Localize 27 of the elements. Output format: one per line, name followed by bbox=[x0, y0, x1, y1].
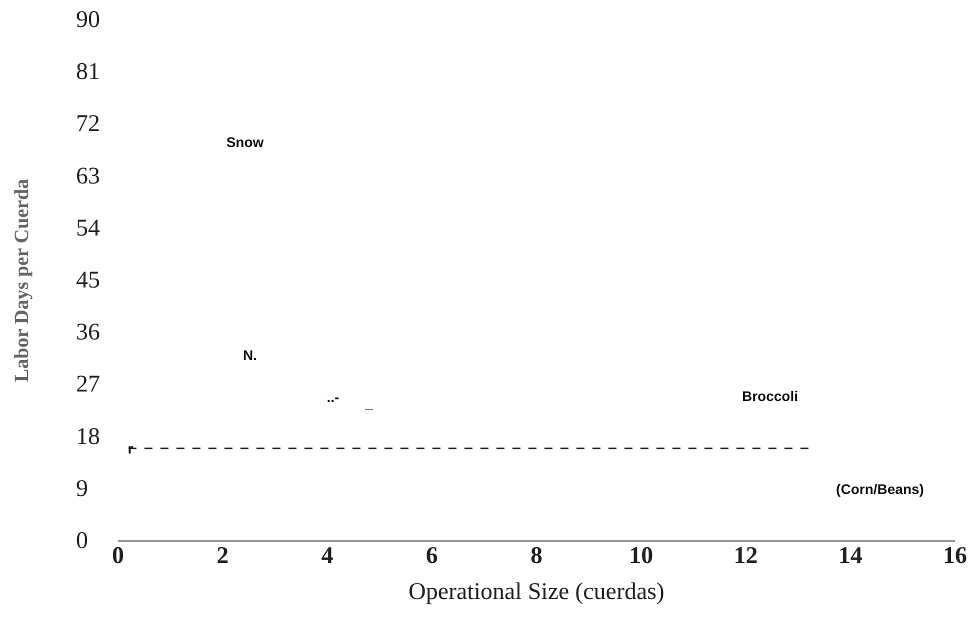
y-tick-label: 9 bbox=[76, 476, 88, 502]
x-tick-label: 0 bbox=[112, 543, 124, 569]
annotation: (Corn/Beans) bbox=[836, 481, 924, 497]
y-tick-label: 18 bbox=[76, 424, 100, 450]
y-axis-title: Labor Days per Cuerda bbox=[11, 178, 33, 382]
y-tick-label: 54 bbox=[76, 215, 100, 242]
x-tick-label: 12 bbox=[734, 543, 758, 569]
y-tick-label: 63 bbox=[76, 163, 100, 190]
annotation: N. bbox=[243, 347, 257, 363]
annotation: _ bbox=[364, 395, 374, 411]
y-tick-label: 72 bbox=[76, 111, 100, 138]
y-tick-label: 81 bbox=[76, 59, 100, 86]
x-tick-label: 6 bbox=[426, 543, 438, 569]
x-tick-label: 10 bbox=[629, 543, 654, 569]
y-tick-label: 27 bbox=[76, 372, 100, 398]
x-axis-title: Operational Size (cuerdas) bbox=[408, 579, 664, 605]
x-tick-label: 14 bbox=[838, 543, 862, 569]
y-tick-label: 90 bbox=[76, 7, 100, 33]
y-tick-label: 45 bbox=[76, 268, 100, 294]
x-tick-label: 16 bbox=[943, 543, 967, 569]
annotation: ..- bbox=[326, 389, 340, 405]
annotation: Broccoli bbox=[742, 388, 798, 404]
x-tick-label: 4 bbox=[321, 543, 334, 569]
annotation: Snow bbox=[226, 134, 264, 150]
x-tick-label: 2 bbox=[216, 543, 229, 569]
y-tick-label: 36 bbox=[76, 320, 100, 346]
x-tick-label: 8 bbox=[530, 543, 542, 569]
